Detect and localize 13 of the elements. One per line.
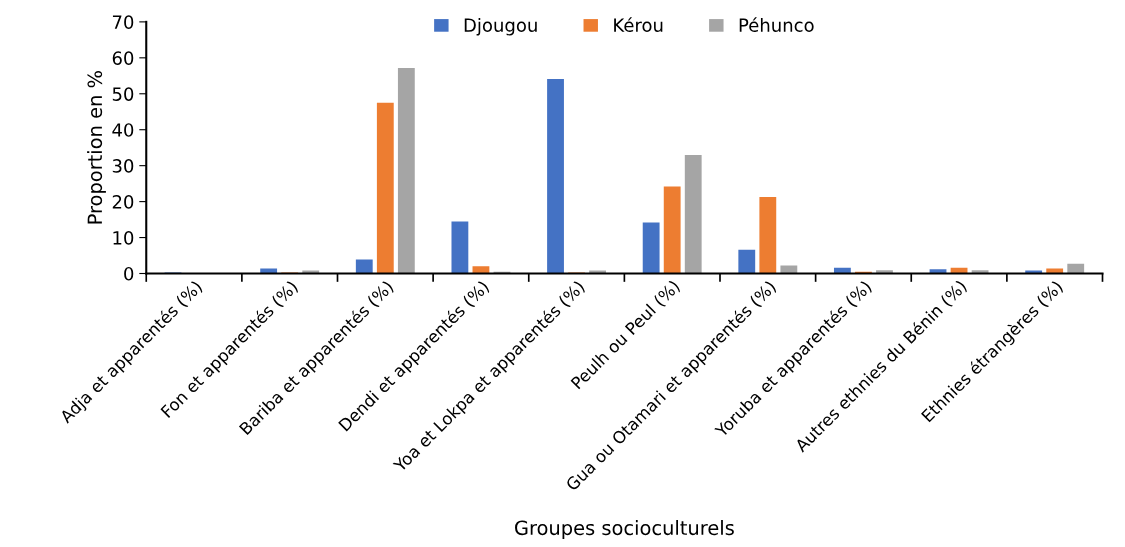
x-axis-title: Groupes socioculturels [515,520,734,539]
y-tick-label: 10 [113,231,134,245]
y-tick-label: 30 [112,159,134,173]
y-axis-title: Proportion en % [87,71,106,224]
y-tick-label: 70 [112,15,134,29]
y-tick-label: 20 [112,195,134,209]
y-tick-label: 0 [124,266,134,281]
legend-label: Péhunco [739,17,814,32]
legend-label: Kérou [614,17,663,32]
y-tick-label: 40 [112,123,134,137]
y-tick-label: 50 [112,87,134,101]
y-tick-label: 60 [112,51,134,65]
legend-label: Djougou [464,18,537,36]
